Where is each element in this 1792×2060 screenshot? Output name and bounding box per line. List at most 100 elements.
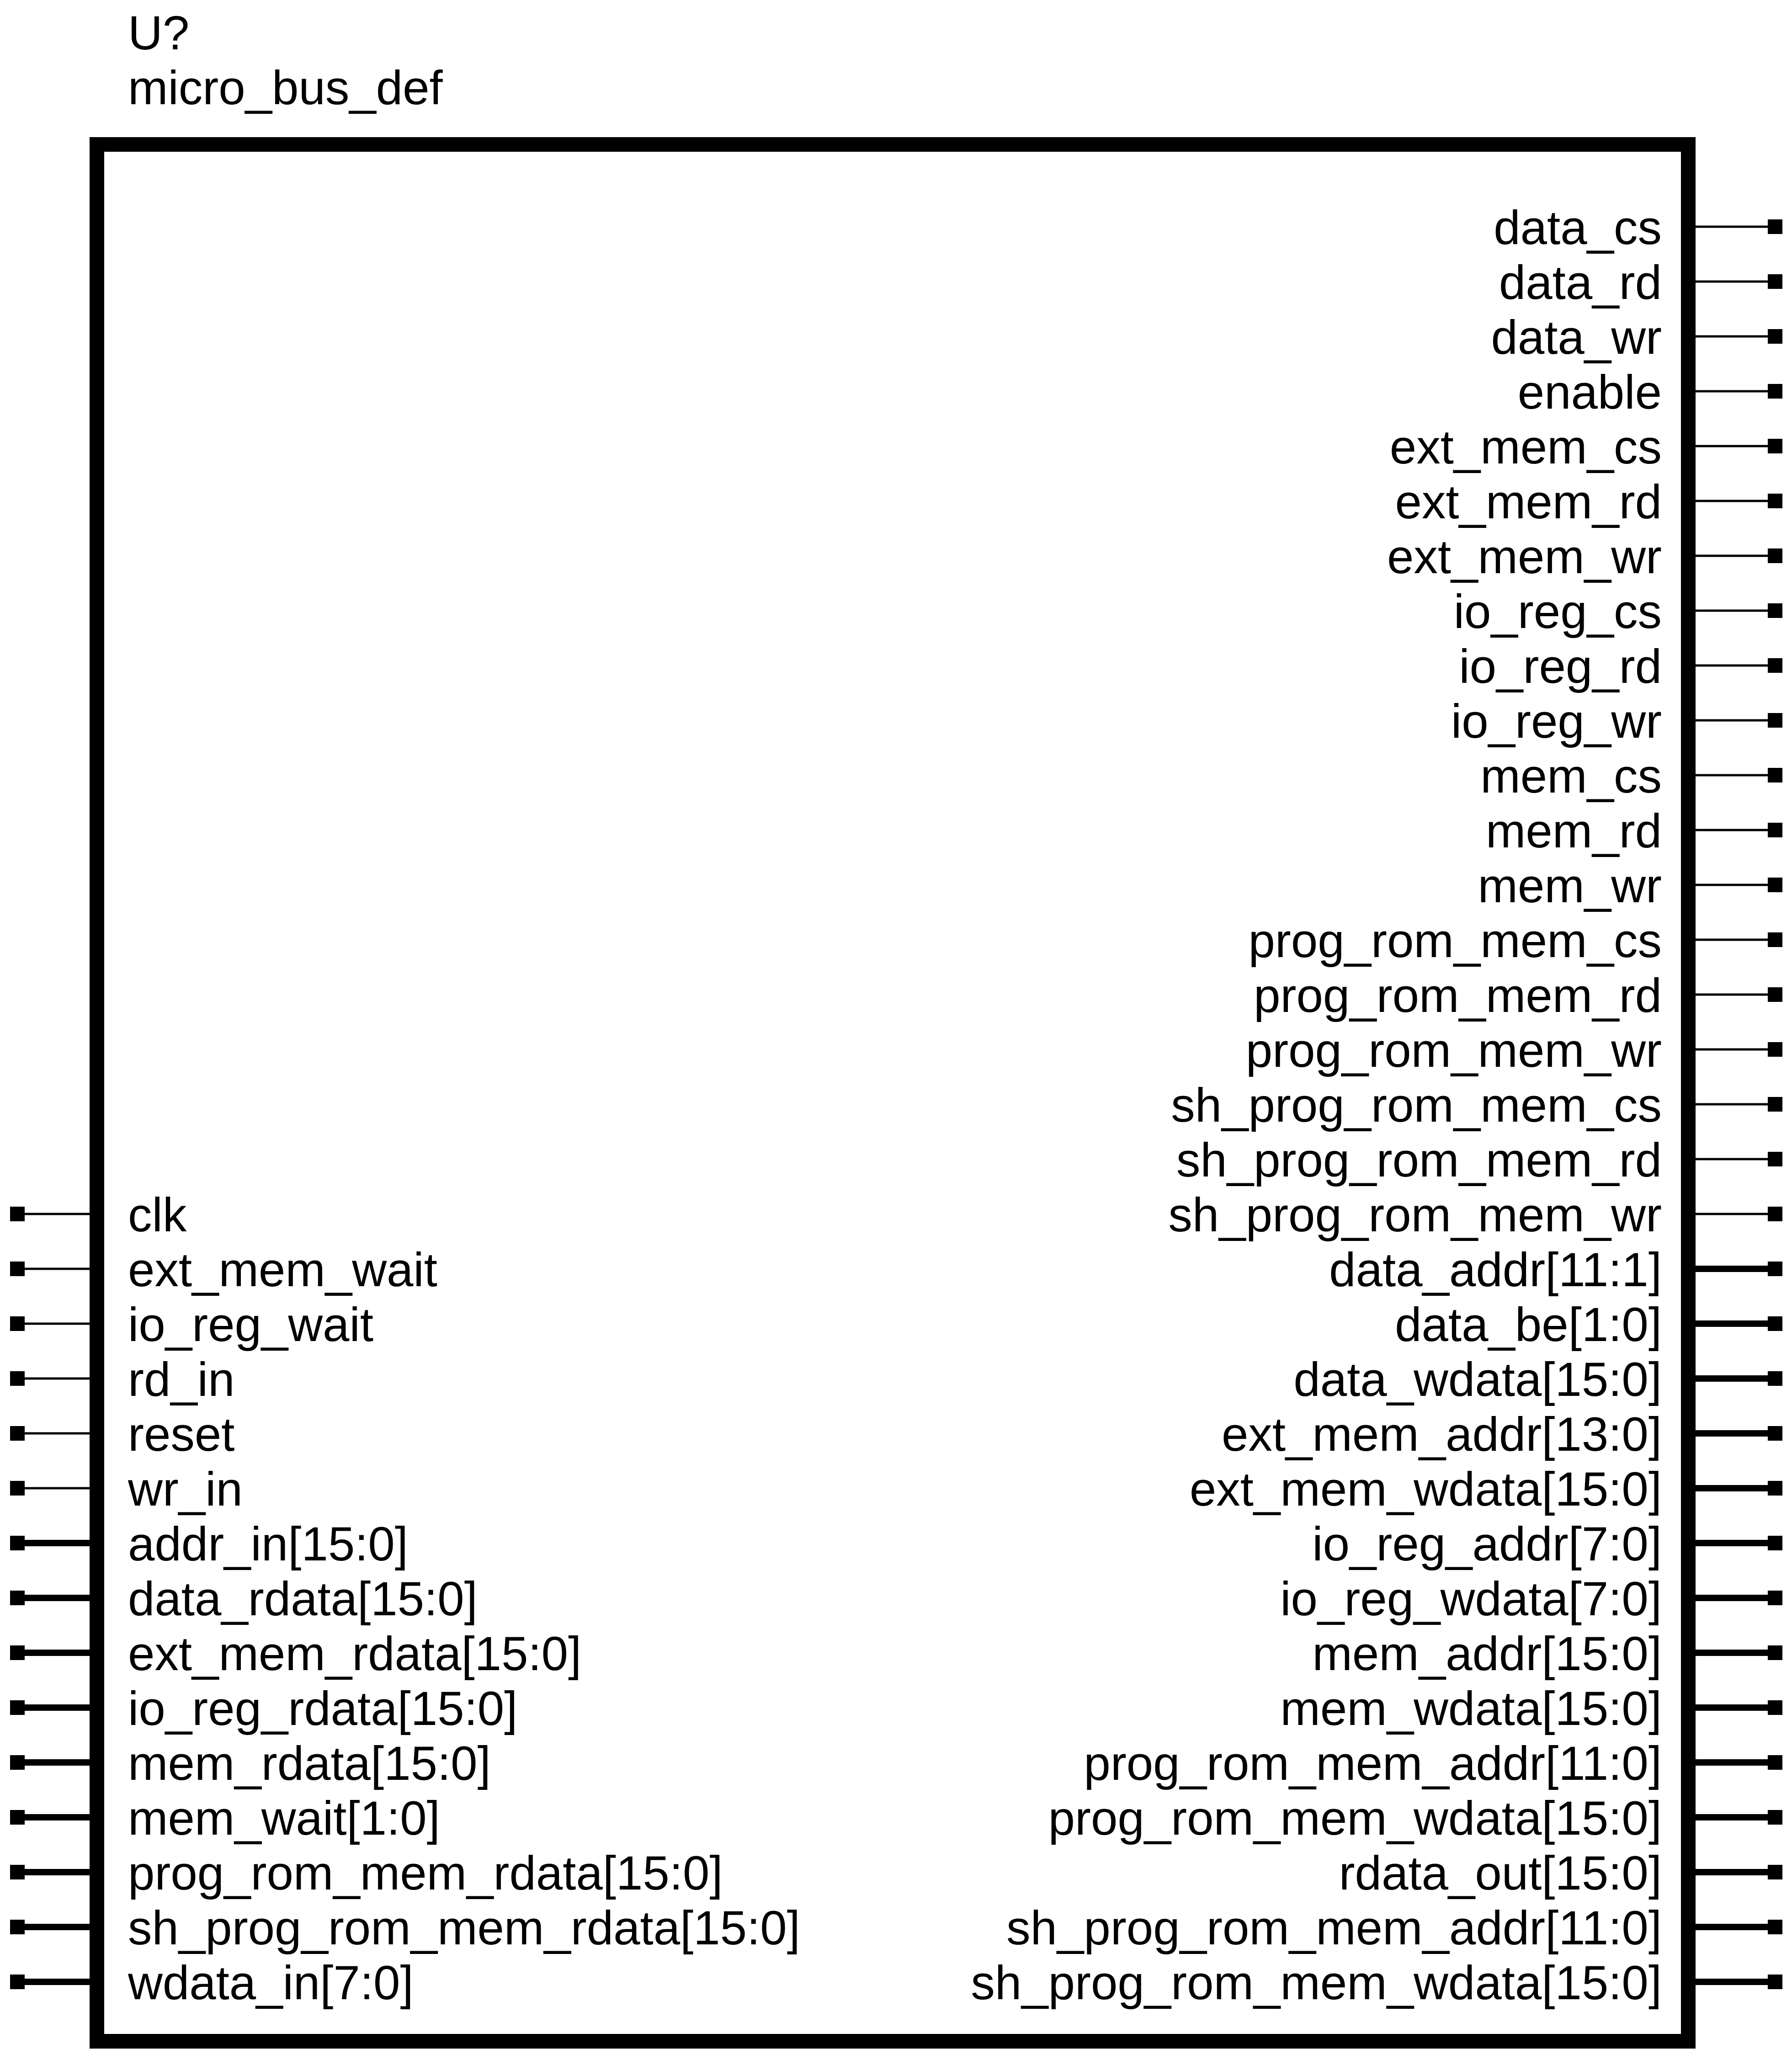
left-pin-terminal-prog_rom_mem_rdata[15:0] [10,1865,25,1879]
right-pin-terminal-mem_cs [1768,768,1782,782]
left-pin-terminal-wr_in [10,1481,25,1496]
left-pin-terminal-mem_wait[1:0] [10,1810,25,1825]
right-pin-label: data_cs [1494,201,1662,255]
component-name: micro_bus_def [128,61,443,115]
right-pin-terminal-prog_rom_mem_wr [1768,1042,1782,1057]
right-pin-label: mem_addr[15:0] [1312,1627,1662,1681]
right-pin-label: data_be[1:0] [1395,1298,1662,1352]
right-pin-terminal-prog_rom_mem_cs [1768,932,1782,947]
right-pin-label: ext_mem_wr [1387,530,1662,584]
left-pin-label: rd_in [128,1353,234,1406]
right-pin-terminal-data_addr[11:1] [1768,1262,1782,1276]
right-pin-terminal-ext_mem_wdata[15:0] [1768,1481,1782,1496]
right-pin-label: sh_prog_rom_mem_cs [1171,1079,1662,1132]
left-pin-terminal-addr_in[15:0] [10,1536,25,1550]
right-pin-terminal-mem_wr [1768,878,1782,892]
right-pin-terminal-prog_rom_mem_wdata[15:0] [1768,1810,1782,1825]
right-pin-terminal-sh_prog_rom_mem_rd [1768,1152,1782,1166]
left-pin-terminal-sh_prog_rom_mem_rdata[15:0] [10,1920,25,1934]
right-pin-label: io_reg_wdata[7:0] [1280,1572,1662,1626]
left-pin-terminal-mem_rdata[15:0] [10,1755,25,1770]
left-pin-label: reset [128,1408,234,1461]
right-pin-label: ext_mem_wdata[15:0] [1190,1463,1662,1516]
pin-group: clkext_mem_waitio_reg_waitrd_inresetwr_i… [10,201,1782,2010]
left-pin-terminal-clk [10,1207,25,1221]
right-pin-label: data_wdata[15:0] [1293,1353,1662,1406]
left-pin-label: prog_rom_mem_rdata[15:0] [128,1847,723,1900]
right-pin-label: sh_prog_rom_mem_wdata[15:0] [971,1956,1662,2010]
right-pin-label: rdata_out[15:0] [1339,1847,1662,1900]
left-pin-label: data_rdata[15:0] [128,1572,478,1626]
right-pin-terminal-io_reg_cs [1768,603,1782,618]
right-pin-terminal-rdata_out[15:0] [1768,1865,1782,1879]
left-pin-terminal-ext_mem_rdata[15:0] [10,1645,25,1660]
right-pin-terminal-sh_prog_rom_mem_wr [1768,1207,1782,1221]
right-pin-terminal-enable [1768,384,1782,399]
right-pin-label: io_reg_addr[7:0] [1312,1517,1662,1571]
right-pin-label: sh_prog_rom_mem_rd [1176,1134,1662,1187]
right-pin-label: sh_prog_rom_mem_addr[11:0] [1006,1901,1662,1955]
component-reference: U? [128,6,189,60]
right-pin-label: ext_mem_addr[13:0] [1222,1408,1662,1461]
right-pin-terminal-ext_mem_wr [1768,548,1782,563]
left-pin-label: addr_in[15:0] [128,1517,408,1571]
right-pin-label: io_reg_cs [1454,585,1662,639]
left-pin-terminal-io_reg_rdata[15:0] [10,1700,25,1715]
right-pin-label: io_reg_wr [1451,695,1662,748]
right-pin-label: sh_prog_rom_mem_wr [1168,1188,1662,1242]
right-pin-terminal-data_wr [1768,329,1782,344]
right-pin-terminal-data_cs [1768,219,1782,234]
left-pin-label: ext_mem_rdata[15:0] [128,1627,581,1681]
left-pin-label: io_reg_wait [128,1298,373,1352]
right-pin-terminal-prog_rom_mem_rd [1768,987,1782,1002]
right-pin-label: data_rd [1499,256,1662,309]
right-pin-terminal-sh_prog_rom_mem_cs [1768,1097,1782,1112]
right-pin-label: mem_wdata[15:0] [1280,1682,1662,1735]
right-pin-terminal-data_rd [1768,274,1782,289]
left-pin-label: mem_wait[1:0] [128,1792,440,1845]
right-pin-label: enable [1518,366,1662,419]
left-pin-terminal-data_rdata[15:0] [10,1591,25,1605]
right-pin-label: mem_wr [1478,859,1662,913]
left-pin-label: wr_in [128,1463,243,1516]
component-body [90,137,1696,2049]
left-pin-terminal-reset [10,1426,25,1441]
right-pin-label: ext_mem_cs [1390,421,1662,474]
right-pin-label: prog_rom_mem_wdata[15:0] [1048,1792,1662,1845]
right-pin-terminal-mem_rd [1768,823,1782,837]
right-pin-label: data_addr[11:1] [1329,1243,1662,1297]
right-pin-terminal-ext_mem_addr[13:0] [1768,1426,1782,1441]
right-pin-terminal-ext_mem_cs [1768,439,1782,453]
left-pin-terminal-io_reg_wait [10,1316,25,1331]
left-pin-label: sh_prog_rom_mem_rdata[15:0] [128,1901,800,1955]
left-pin-label: mem_rdata[15:0] [128,1737,491,1790]
left-pin-terminal-ext_mem_wait [10,1262,25,1276]
right-pin-terminal-io_reg_wr [1768,713,1782,728]
right-pin-terminal-prog_rom_mem_addr[11:0] [1768,1755,1782,1770]
right-pin-terminal-mem_addr[15:0] [1768,1645,1782,1660]
left-pin-label: wdata_in[7:0] [128,1956,414,2010]
right-pin-terminal-sh_prog_rom_mem_wdata[15:0] [1768,1975,1782,1989]
right-pin-terminal-data_be[1:0] [1768,1316,1782,1331]
right-pin-label: mem_rd [1486,804,1662,858]
right-pin-label: prog_rom_mem_addr[11:0] [1084,1737,1662,1790]
right-pin-terminal-mem_wdata[15:0] [1768,1700,1782,1715]
right-pin-terminal-data_wdata[15:0] [1768,1371,1782,1386]
left-pin-label: clk [128,1188,187,1242]
right-pin-terminal-ext_mem_rd [1768,494,1782,508]
right-pin-label: prog_rom_mem_cs [1249,914,1662,968]
right-pin-label: io_reg_rd [1459,640,1662,693]
right-pin-label: prog_rom_mem_rd [1254,969,1662,1022]
right-pin-label: data_wr [1491,311,1662,364]
left-pin-terminal-rd_in [10,1371,25,1386]
left-pin-terminal-wdata_in[7:0] [10,1975,25,1989]
right-pin-terminal-io_reg_wdata[7:0] [1768,1591,1782,1605]
right-pin-terminal-io_reg_addr[7:0] [1768,1536,1782,1550]
left-pin-label: io_reg_rdata[15:0] [128,1682,517,1735]
right-pin-terminal-io_reg_rd [1768,658,1782,673]
right-pin-label: mem_cs [1480,750,1662,803]
right-pin-label: ext_mem_rd [1395,475,1662,529]
right-pin-terminal-sh_prog_rom_mem_addr[11:0] [1768,1920,1782,1934]
right-pin-label: prog_rom_mem_wr [1246,1024,1662,1077]
